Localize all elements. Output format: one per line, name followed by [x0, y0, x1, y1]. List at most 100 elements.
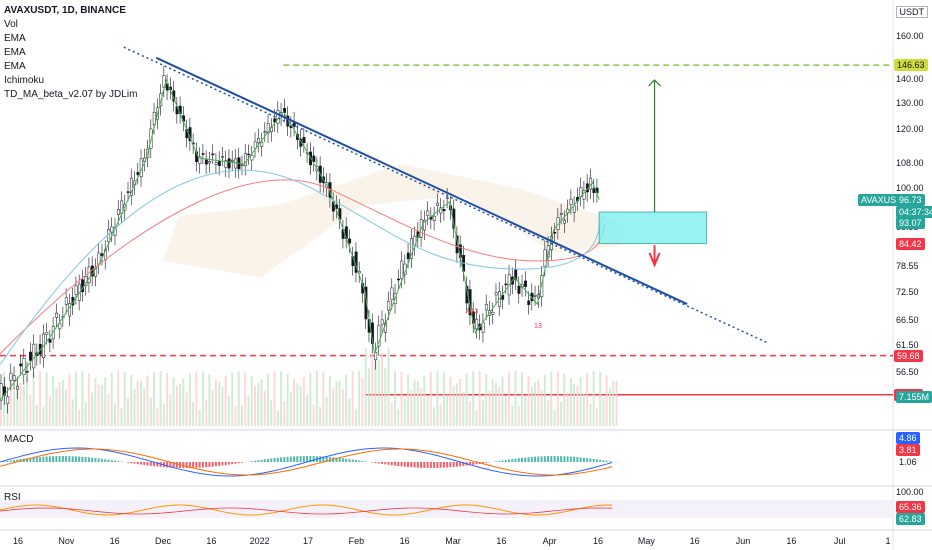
- volume-bar: [110, 373, 113, 426]
- volume-bar: [364, 348, 367, 426]
- macd-histogram-bar: [586, 458, 589, 462]
- candle-body: [260, 141, 264, 147]
- volume-bar: [166, 372, 169, 426]
- macd-histogram-bar: [195, 462, 198, 468]
- indicator-ichimoku[interactable]: Ichimoku: [4, 75, 45, 86]
- macd-pane-label[interactable]: MACD: [4, 434, 34, 445]
- macd-histogram-bar: [185, 462, 188, 468]
- volume-bar: [276, 410, 279, 426]
- macd-badge: 1.06: [896, 456, 920, 468]
- volume-bar: [39, 371, 42, 426]
- macd-histogram-bar: [156, 462, 159, 467]
- volume-bar: [615, 380, 618, 426]
- volume-bar: [104, 377, 107, 426]
- volume-bar: [286, 373, 289, 426]
- indicator-ema-3[interactable]: EMA: [4, 61, 26, 72]
- volume-bar: [354, 408, 357, 426]
- macd-histogram-bar: [211, 462, 214, 467]
- candle-body: [227, 158, 231, 169]
- macd-histogram-bar: [100, 458, 103, 462]
- level-badge: 146.63: [894, 59, 928, 72]
- volume-bar: [78, 409, 81, 426]
- symbol-title[interactable]: AVAXUSDT, 1D, BINANCE: [4, 5, 126, 16]
- macd-histogram-bar: [286, 456, 289, 462]
- volume-bar: [517, 406, 520, 426]
- macd-histogram-bar: [381, 462, 383, 464]
- macd-histogram-bar: [205, 462, 208, 468]
- macd-histogram-bar: [420, 462, 423, 468]
- candle-body: [224, 160, 228, 168]
- entry-zone-box: [598, 211, 708, 245]
- volume-bar: [540, 390, 543, 426]
- volume-bar: [381, 352, 383, 426]
- macd-histogram-bar: [55, 456, 58, 462]
- volume-bar: [361, 377, 364, 426]
- candle-body: [592, 188, 596, 193]
- candle-body: [348, 238, 352, 244]
- macd-histogram-bar: [390, 462, 393, 466]
- volume-bar: [58, 381, 61, 426]
- target-arrow-head: [648, 79, 661, 87]
- volume-bar: [100, 385, 103, 426]
- macd-histogram-bar: [149, 462, 152, 466]
- macd-histogram-bar: [338, 457, 341, 462]
- candle-body: [484, 303, 488, 311]
- macd-histogram-bar: [71, 456, 74, 462]
- time-tick: Jul: [833, 536, 846, 546]
- volume-bar: [390, 402, 393, 426]
- volume-bar: [524, 396, 527, 426]
- candle-body: [273, 118, 277, 123]
- volume-bar: [582, 394, 585, 426]
- volume-bar: [19, 383, 22, 426]
- macd-histogram-bar: [257, 460, 260, 462]
- volume-bar: [260, 379, 263, 426]
- macd-histogram-bar: [468, 462, 471, 466]
- candle-body: [87, 266, 91, 283]
- time-tick: Mar: [445, 536, 461, 546]
- macd-histogram-bar: [198, 462, 201, 468]
- price-tick: 140.00: [896, 74, 924, 85]
- macd-histogram-bar: [81, 456, 84, 462]
- macd-histogram-bar: [602, 460, 605, 462]
- volume-bar: [338, 380, 341, 426]
- macd-histogram-bar: [358, 460, 361, 462]
- macd-histogram-bar: [26, 458, 29, 462]
- currency-label[interactable]: USDT: [895, 6, 928, 18]
- volume-bar: [123, 371, 126, 426]
- time-tick: 16: [399, 536, 410, 546]
- candle-body: [569, 198, 573, 205]
- volume-bar: [94, 378, 97, 426]
- time-tick: Dec: [154, 536, 172, 546]
- volume-bar: [309, 372, 312, 426]
- macd-histogram-bar: [351, 459, 354, 462]
- indicator-ema-2[interactable]: EMA: [4, 47, 26, 58]
- macd-histogram-bar: [260, 459, 263, 462]
- rsi-pane-label[interactable]: RSI: [4, 492, 21, 503]
- volume-bar: [420, 388, 423, 426]
- candle-body: [432, 215, 436, 221]
- indicator-td-ma[interactable]: TD_MA_beta_v2.07 by JDLim: [4, 89, 138, 100]
- volume-bar: [332, 388, 335, 426]
- volume-bar: [221, 387, 224, 426]
- macd-histogram-bar: [6, 461, 9, 462]
- rsi-tick: 100.00: [896, 487, 924, 497]
- indicator-vol[interactable]: Vol: [4, 19, 18, 30]
- macd-histogram-bar: [273, 458, 276, 462]
- macd-histogram-bar: [309, 456, 312, 462]
- volume-bar: [462, 391, 465, 426]
- price-tick: 120.00: [896, 123, 924, 134]
- candle-body: [563, 219, 567, 224]
- zone-bottom-badge: 84.42: [896, 237, 925, 250]
- macd-badge: 4.86: [896, 432, 920, 444]
- indicator-ema-1[interactable]: EMA: [4, 33, 26, 44]
- candle-body: [19, 363, 23, 367]
- time-tick: 1: [885, 536, 891, 546]
- volume-bar: [107, 393, 110, 426]
- price-tick: 78.55: [896, 260, 919, 271]
- candle-body: [32, 343, 36, 369]
- volume-bar: [556, 371, 559, 426]
- macd-histogram-bar: [201, 462, 204, 468]
- candle-body: [0, 383, 3, 401]
- macd-histogram-bar: [61, 456, 64, 462]
- volume-bar: [377, 359, 380, 426]
